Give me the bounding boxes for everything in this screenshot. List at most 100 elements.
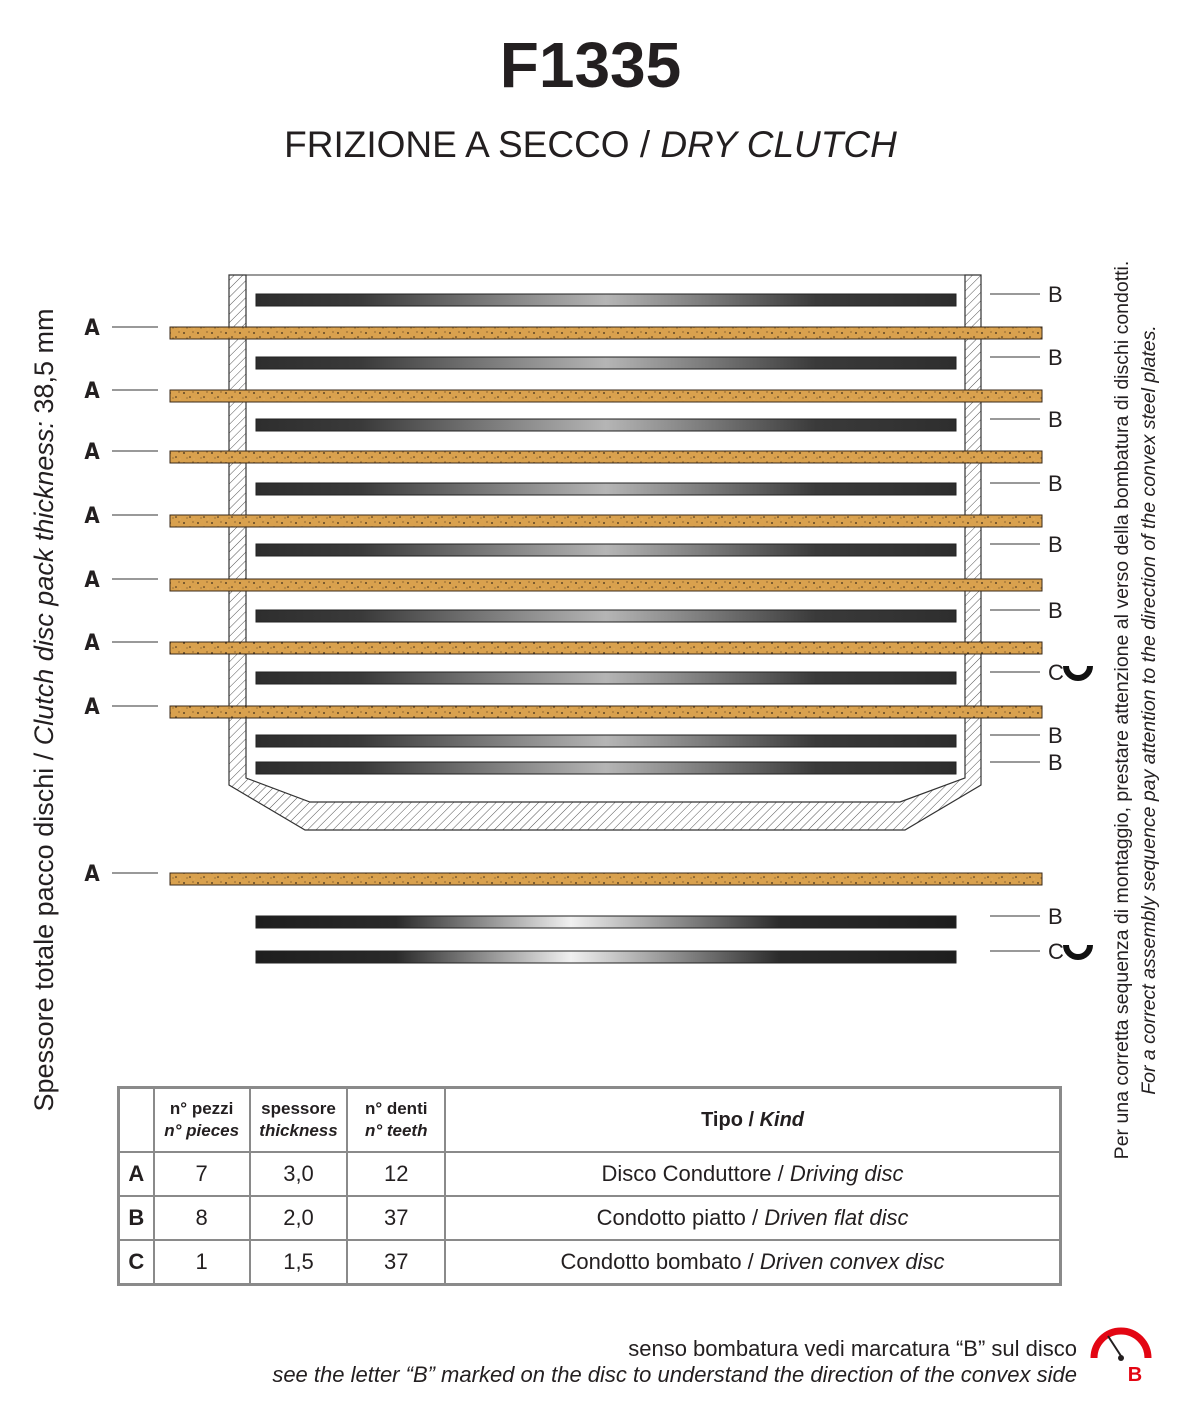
cell-text: A xyxy=(128,1161,145,1186)
driven-disc xyxy=(255,671,957,685)
driven-disc xyxy=(255,418,957,432)
driven-disc xyxy=(255,761,957,775)
table-cell: spessore thickness xyxy=(248,1086,349,1153)
cell-text: Disco Conduttore / xyxy=(601,1161,784,1186)
note-en: Clutch disc pack thickness: xyxy=(29,421,59,746)
disc-label: B xyxy=(1048,407,1063,432)
title: F1335 xyxy=(499,29,682,101)
table-cell: 7 xyxy=(152,1151,251,1197)
cell-text: Kind xyxy=(759,1109,805,1131)
cell-text: Driven convex disc xyxy=(759,1249,945,1274)
footer: senso bombatura vedi marcatura “B” sul d… xyxy=(272,1336,1077,1388)
disc-label: A xyxy=(84,568,100,593)
table-cell: A xyxy=(117,1151,155,1197)
note-it: Spessore totale pacco dischi / xyxy=(29,752,59,1112)
driving-disc xyxy=(169,389,1043,403)
table-cell: Tipo / Kind xyxy=(444,1086,1062,1153)
driven-disc xyxy=(255,356,957,370)
table-cell: 1 xyxy=(152,1239,251,1286)
disc-label: A xyxy=(84,440,100,465)
disc-label: B xyxy=(1048,345,1063,370)
table-row: B 8 2,0 37 Condotto piatto / Driven flat dis… xyxy=(117,1195,1062,1241)
disc-label: B xyxy=(1048,723,1063,748)
driving-disc xyxy=(169,326,1043,340)
cell-text: spessore xyxy=(261,1099,336,1118)
disc-label: A xyxy=(84,862,100,887)
table-cell: 8 xyxy=(152,1195,251,1241)
assembly-note: Per una corretta sequenza di montaggio, … xyxy=(1109,160,1163,1260)
table-cell: 2,0 xyxy=(248,1195,349,1241)
disc-label: B xyxy=(1048,750,1063,775)
driving-disc xyxy=(169,872,1043,886)
driven-disc xyxy=(255,543,957,557)
footer-en: see the letter “B” marked on the disc to… xyxy=(272,1362,1077,1387)
driven-disc xyxy=(255,609,957,623)
disc-label: A xyxy=(84,316,100,341)
driving-disc xyxy=(169,578,1043,592)
driven-disc xyxy=(255,950,957,964)
cell-text: n° pezzi xyxy=(169,1099,234,1118)
subtitle-it: FRIZIONE A SECCO / xyxy=(284,124,651,165)
disc-label: B xyxy=(1048,532,1063,557)
table-cell: 37 xyxy=(346,1239,447,1286)
cell-text: 37 xyxy=(383,1249,409,1274)
table-cell: 12 xyxy=(346,1151,447,1197)
cell-text: 37 xyxy=(383,1205,409,1230)
driving-disc xyxy=(169,514,1043,528)
disc-label: A xyxy=(84,631,100,656)
cell-text: Tipo / xyxy=(701,1109,755,1131)
cell-text: Driven flat disc xyxy=(764,1205,909,1230)
table-cell: C xyxy=(117,1239,155,1286)
table-cell: n° denti n° teeth xyxy=(346,1086,447,1153)
disc-label: B xyxy=(1048,282,1063,307)
cell-text: 2,0 xyxy=(283,1205,314,1230)
driven-disc xyxy=(255,293,957,307)
convex-icon: B xyxy=(1090,1327,1152,1386)
cell-text: Driving disc xyxy=(789,1161,904,1186)
subtitle: FRIZIONE A SECCO / DRY CLUTCH xyxy=(0,124,1181,166)
parts-table: n° pezzi n° pieces spessore thickness n° den… xyxy=(117,1086,1062,1286)
note-it: Per una corretta sequenza di montaggio, … xyxy=(1111,260,1133,1160)
disc-label: C xyxy=(1048,660,1064,685)
table-cell: Disco Conduttore / Driving disc xyxy=(444,1151,1062,1197)
driving-disc xyxy=(169,641,1043,655)
cell-text: B xyxy=(128,1205,145,1230)
table-cell: 3,0 xyxy=(248,1151,349,1197)
cell-text: C xyxy=(128,1249,145,1274)
cell-text: thickness xyxy=(259,1121,338,1140)
disc-label: B xyxy=(1048,471,1063,496)
table-cell: n° pezzi n° pieces xyxy=(152,1086,251,1153)
disc-label: C xyxy=(1048,939,1064,964)
footer-it: senso bombatura vedi marcatura “B” sul d… xyxy=(628,1336,1077,1361)
table-row: C 1 1,5 37 Condotto bombato / Driven convex … xyxy=(117,1239,1062,1286)
cell-text: n° teeth xyxy=(364,1121,428,1140)
driven-disc xyxy=(255,915,957,929)
cell-text: Condotto bombato / xyxy=(560,1249,754,1274)
thickness-note: Spessore totale pacco dischi / Clutch di… xyxy=(29,260,59,1160)
disc-label: A xyxy=(84,504,100,529)
icon-letter: B xyxy=(1128,1364,1142,1386)
table-cell: Condotto piatto / Driven flat disc xyxy=(444,1195,1062,1241)
driving-disc xyxy=(169,450,1043,464)
table-cell: B xyxy=(117,1195,155,1241)
cell-text: 1 xyxy=(195,1249,208,1274)
cell-text: Condotto piatto / xyxy=(596,1205,759,1230)
note-value: 38,5 mm xyxy=(29,308,59,414)
cell-text: 8 xyxy=(195,1205,208,1230)
cell-text: 7 xyxy=(195,1161,208,1186)
table-cell: 37 xyxy=(346,1195,447,1241)
disc-label: A xyxy=(84,695,100,720)
table-cell: Condotto bombato / Driven convex disc xyxy=(444,1239,1062,1286)
disc-label: A xyxy=(84,379,100,404)
driving-disc xyxy=(169,705,1043,719)
cell-text: 12 xyxy=(383,1161,409,1186)
table-cell: 1,5 xyxy=(248,1239,349,1286)
disc-label: B xyxy=(1048,598,1063,623)
driven-disc xyxy=(255,482,957,496)
cell-text: n° denti xyxy=(364,1099,428,1118)
cell-text: n° pieces xyxy=(164,1121,240,1140)
cell-text: 3,0 xyxy=(283,1161,314,1186)
convex-mark xyxy=(1063,944,1093,960)
